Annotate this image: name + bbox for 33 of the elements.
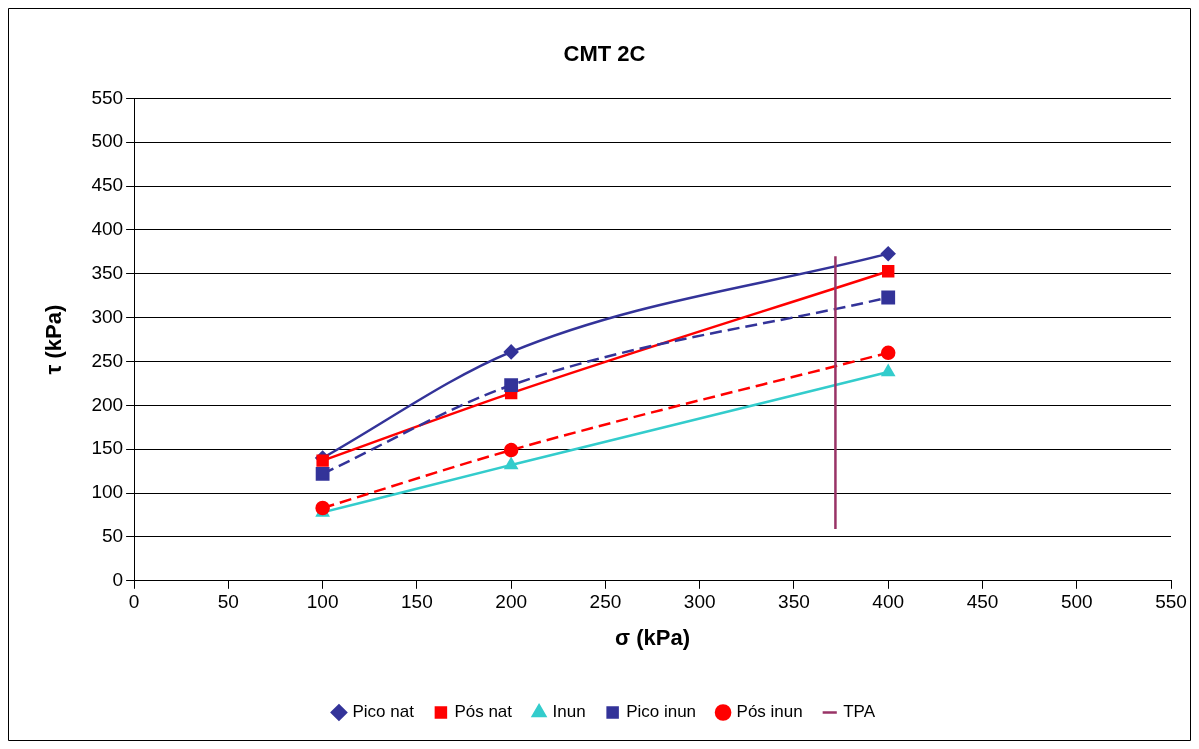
x-tick-label: 450 [966,591,999,613]
x-tick-label: 100 [306,591,339,613]
y-tick-label: 150 [91,437,124,459]
y-tick-label: 50 [101,525,124,547]
legend-label: Pico inun [626,702,697,722]
y-tick-label: 350 [91,262,124,284]
y-tick-label: 100 [91,481,124,503]
y-tick-label: 450 [91,174,124,196]
x-tick-label: 400 [872,591,905,613]
x-tick-label: 500 [1060,591,1093,613]
legend-label: Pós nat [454,702,513,722]
x-tick-label: 200 [495,591,528,613]
legend-label: Inun [552,702,586,722]
x-tick-label: 350 [778,591,810,613]
y-tick-label: 400 [91,218,124,240]
y-tick-label: 500 [91,130,124,152]
chart-title: CMT 2C [563,41,646,67]
y-tick-label: 550 [91,86,124,108]
y-axis-title: τ (kPa) [41,304,67,375]
legend-label: TPA [843,702,876,722]
legend-label: Pico nat [352,702,415,722]
y-tick-label: 200 [91,393,124,415]
x-tick-label: 50 [217,591,239,613]
y-tick-label: 250 [91,349,124,371]
y-tick-label: 0 [112,569,124,591]
x-tick-label: 0 [128,591,140,613]
x-tick-label: 300 [683,591,716,613]
x-tick-label: 250 [589,591,622,613]
x-tick-label: 550 [1155,591,1187,613]
legend-label: Pós inun [736,702,803,722]
x-tick-label: 150 [401,591,433,613]
y-tick-label: 300 [91,305,124,327]
x-axis-title: σ (kPa) [615,624,691,650]
